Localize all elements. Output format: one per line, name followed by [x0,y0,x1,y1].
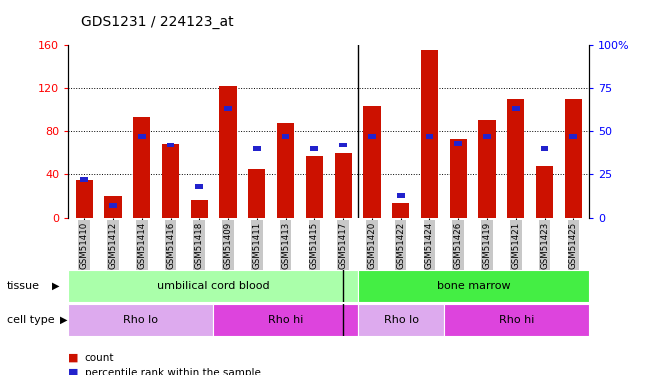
Bar [282,134,290,139]
Bar [426,134,434,139]
Bar [80,177,88,182]
Bar [311,146,318,151]
Bar [570,134,577,139]
Bar [541,146,548,151]
Bar [224,106,232,111]
Text: Rho hi: Rho hi [268,315,303,325]
Text: cell type: cell type [7,315,54,325]
Bar [162,144,179,218]
Bar [507,99,525,218]
Bar [76,180,93,218]
Bar [392,204,409,218]
Text: percentile rank within the sample: percentile rank within the sample [85,368,260,375]
Bar [368,134,376,139]
Bar [248,169,266,217]
Bar [512,106,519,111]
Text: count: count [85,353,114,363]
Bar [167,142,174,147]
Bar [450,139,467,218]
Bar [339,142,347,147]
Bar [253,146,260,151]
Bar [335,153,352,218]
Bar [483,134,491,139]
Text: ■: ■ [68,353,79,363]
Text: bone marrow: bone marrow [437,281,510,291]
Bar [357,304,445,336]
Text: Rho lo: Rho lo [383,315,419,325]
Bar [306,156,323,218]
Bar [357,270,589,302]
Bar [195,184,203,189]
Text: ■: ■ [68,368,79,375]
Text: Rho lo: Rho lo [123,315,158,325]
Text: Rho hi: Rho hi [499,315,534,325]
Bar [454,141,462,146]
Bar [421,50,438,217]
Bar [68,270,357,302]
Text: umbilical cord blood: umbilical cord blood [157,281,270,291]
Bar [68,304,213,336]
Bar [219,86,237,218]
Bar [445,304,589,336]
Bar [191,200,208,217]
Bar [536,166,553,218]
Bar [138,134,146,139]
Bar [133,117,150,218]
Text: GDS1231 / 224123_at: GDS1231 / 224123_at [81,15,234,29]
Bar [104,196,122,217]
Text: ▶: ▶ [52,281,60,291]
Text: ▶: ▶ [60,315,68,325]
Bar [363,106,381,218]
Bar [109,203,117,208]
Bar [564,99,582,218]
Bar [213,304,357,336]
Text: tissue: tissue [7,281,40,291]
Bar [397,193,404,198]
Bar [478,120,495,218]
Bar [277,123,294,218]
